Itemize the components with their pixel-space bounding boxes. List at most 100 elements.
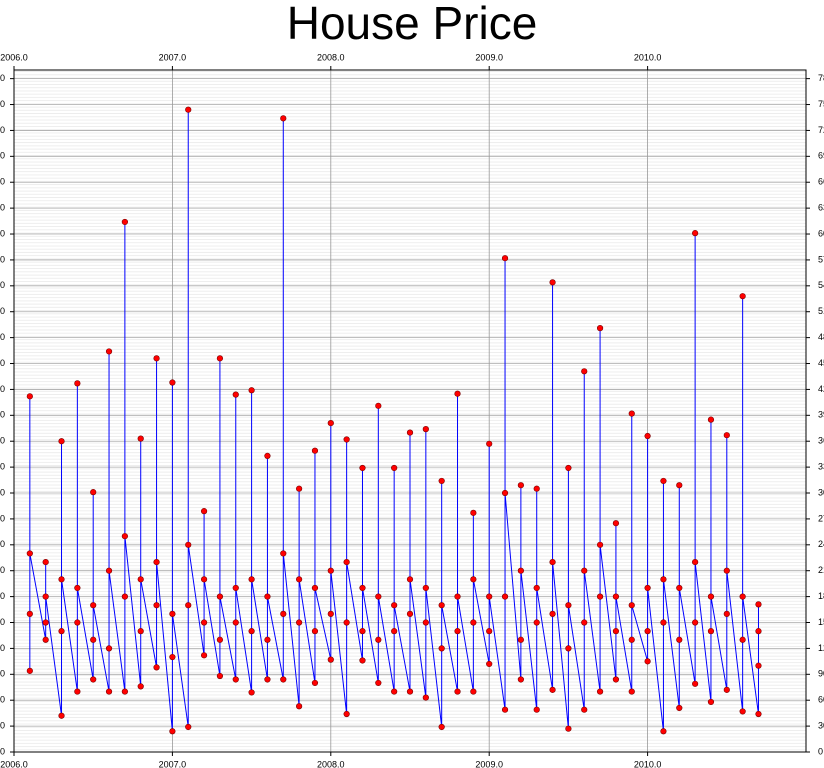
data-point bbox=[74, 380, 81, 387]
data-point bbox=[596, 593, 604, 600]
y-tick-label: 450000 bbox=[0, 358, 5, 368]
data-point bbox=[628, 602, 635, 609]
data-point bbox=[343, 619, 350, 626]
y-tick-label: 390000 bbox=[0, 410, 5, 420]
data-point bbox=[565, 725, 572, 732]
data-point bbox=[470, 688, 477, 695]
y-tick-label: 0 bbox=[0, 746, 5, 756]
data-point bbox=[169, 728, 176, 735]
data-point bbox=[438, 723, 445, 731]
data-point bbox=[755, 628, 762, 635]
data-point bbox=[581, 706, 588, 713]
y-tick-label: 30000 bbox=[0, 720, 5, 730]
y-tick-label: 750000 bbox=[0, 99, 5, 109]
y-tick-label: 540000 bbox=[0, 280, 5, 290]
data-point bbox=[296, 576, 303, 583]
data-point bbox=[533, 485, 540, 492]
data-point bbox=[58, 628, 65, 635]
y2-tick-label: 360000 bbox=[818, 436, 824, 446]
data-point bbox=[137, 683, 144, 690]
data-point bbox=[517, 676, 524, 683]
data-point bbox=[343, 436, 350, 443]
data-point bbox=[296, 703, 303, 710]
data-point bbox=[755, 662, 762, 669]
data-point bbox=[422, 584, 429, 592]
data-point bbox=[676, 482, 683, 489]
data-point bbox=[739, 708, 746, 715]
y2-tick-label: 180000 bbox=[818, 591, 824, 601]
x2-tick-label: 2008.0 bbox=[317, 52, 345, 62]
data-point bbox=[486, 660, 493, 668]
data-point bbox=[200, 508, 208, 515]
data-point bbox=[137, 576, 144, 583]
y-tick-label: 150000 bbox=[0, 617, 5, 627]
series-line bbox=[29, 109, 759, 732]
data-point bbox=[486, 628, 493, 635]
data-point bbox=[216, 636, 224, 643]
data-point bbox=[375, 679, 382, 687]
x-tick-label: 2008.0 bbox=[317, 759, 345, 768]
data-point bbox=[692, 230, 699, 237]
y-tick-label: 210000 bbox=[0, 565, 5, 575]
y2-tick-label: 780000 bbox=[818, 73, 824, 83]
data-point bbox=[501, 593, 509, 600]
data-point bbox=[438, 645, 445, 652]
data-point bbox=[248, 628, 255, 635]
y2-tick-label: 690000 bbox=[818, 151, 824, 161]
data-point bbox=[644, 658, 651, 665]
data-point bbox=[676, 704, 683, 712]
y2-tick-label: 60000 bbox=[818, 695, 824, 705]
data-point bbox=[137, 628, 144, 635]
x2-tick-label: 2010.0 bbox=[634, 52, 662, 62]
y-tick-label: 690000 bbox=[0, 151, 5, 161]
y2-tick-label: 480000 bbox=[818, 332, 824, 342]
data-point bbox=[232, 619, 239, 626]
data-point bbox=[169, 610, 176, 617]
data-point bbox=[105, 348, 113, 355]
data-point bbox=[501, 706, 509, 713]
y2-tick-label: 330000 bbox=[818, 461, 824, 471]
data-point bbox=[454, 390, 461, 397]
data-point bbox=[105, 688, 113, 695]
data-point bbox=[153, 664, 160, 671]
data-point bbox=[280, 676, 287, 683]
y-tick-label: 510000 bbox=[0, 306, 5, 316]
data-point bbox=[470, 509, 477, 516]
y2-tick-label: 390000 bbox=[818, 410, 824, 420]
y-tick-label: 360000 bbox=[0, 436, 5, 446]
data-point bbox=[739, 636, 746, 643]
data-point bbox=[74, 688, 81, 695]
data-point bbox=[169, 379, 176, 386]
data-point bbox=[153, 558, 160, 566]
data-point bbox=[676, 584, 683, 592]
data-point bbox=[470, 619, 477, 626]
data-point bbox=[533, 619, 540, 626]
data-point bbox=[232, 676, 239, 683]
data-point bbox=[692, 558, 699, 566]
y2-tick-label: 660000 bbox=[818, 177, 824, 187]
data-point bbox=[232, 391, 239, 398]
data-point bbox=[327, 656, 334, 663]
data-point bbox=[185, 602, 192, 609]
y2-tick-label: 90000 bbox=[818, 669, 824, 679]
data-point bbox=[185, 106, 192, 113]
data-point bbox=[327, 610, 334, 617]
data-point bbox=[707, 698, 715, 706]
y-tick-label: 240000 bbox=[0, 539, 5, 549]
y-tick-label: 480000 bbox=[0, 332, 5, 342]
data-point bbox=[454, 688, 461, 695]
y2-tick-label: 270000 bbox=[818, 513, 824, 523]
y-tick-label: 720000 bbox=[0, 125, 5, 135]
data-point bbox=[596, 541, 604, 548]
data-point bbox=[185, 541, 192, 548]
data-point bbox=[26, 610, 33, 617]
data-point bbox=[296, 485, 303, 492]
data-point bbox=[644, 584, 651, 592]
data-point bbox=[406, 688, 414, 695]
y-tick-label: 90000 bbox=[0, 669, 5, 679]
y-tick-label: 300000 bbox=[0, 487, 5, 497]
data-point bbox=[517, 482, 524, 489]
y-tick-label: 330000 bbox=[0, 461, 5, 471]
data-point bbox=[723, 610, 730, 617]
x-tick-label: 2010.0 bbox=[634, 759, 662, 768]
